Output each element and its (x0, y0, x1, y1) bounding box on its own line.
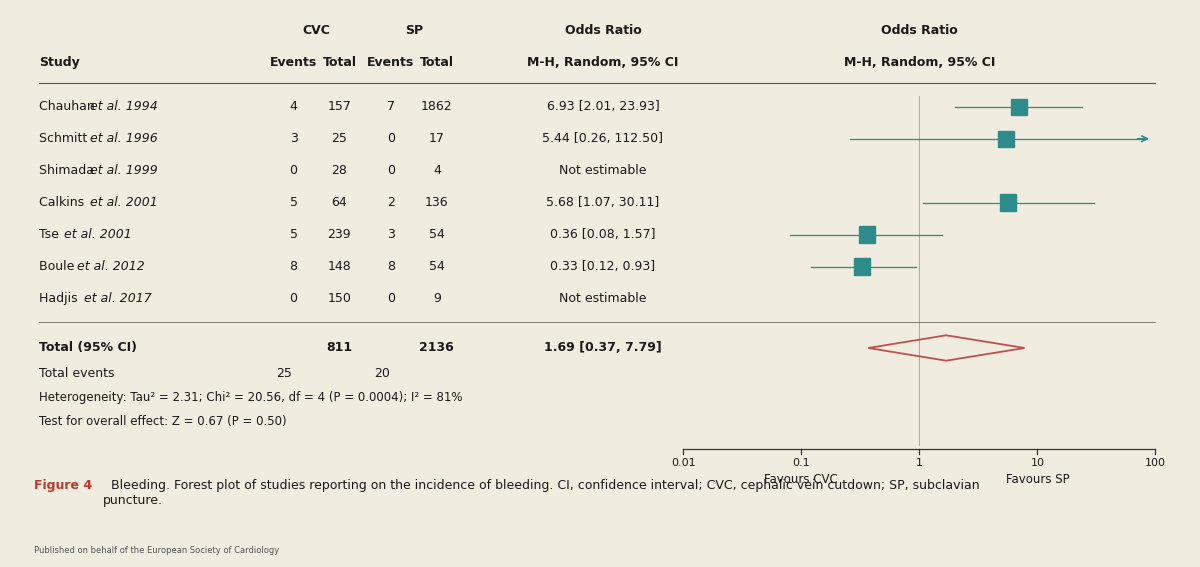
Text: 5: 5 (289, 228, 298, 241)
Text: M-H, Random, 95% CI: M-H, Random, 95% CI (527, 56, 679, 69)
Text: 6.93 [2.01, 23.93]: 6.93 [2.01, 23.93] (547, 100, 659, 113)
Text: Not estimable: Not estimable (559, 164, 647, 177)
Text: 0.01: 0.01 (671, 458, 696, 468)
Text: 1.69 [0.37, 7.79]: 1.69 [0.37, 7.79] (544, 341, 662, 354)
Text: Heterogeneity: Tau² = 2.31; Chi² = 20.56, df = 4 (P = 0.0004); I² = 81%: Heterogeneity: Tau² = 2.31; Chi² = 20.56… (40, 391, 463, 404)
Text: Figure 4: Figure 4 (34, 479, 91, 492)
Text: SP: SP (404, 24, 422, 37)
Text: Total: Total (420, 56, 454, 69)
Text: 811: 811 (326, 341, 353, 354)
Text: Tse: Tse (40, 228, 64, 241)
Text: Total: Total (323, 56, 356, 69)
Text: Shimada: Shimada (40, 164, 98, 177)
Text: et al. 1994: et al. 1994 (90, 100, 158, 113)
Text: 4: 4 (433, 164, 440, 177)
Text: 5: 5 (289, 196, 298, 209)
Text: 136: 136 (425, 196, 449, 209)
Text: M-H, Random, 95% CI: M-H, Random, 95% CI (844, 56, 995, 69)
Text: 3: 3 (289, 132, 298, 145)
Text: Bleeding. Forest plot of studies reporting on the incidence of bleeding. CI, con: Bleeding. Forest plot of studies reporti… (103, 479, 980, 507)
Text: Events: Events (367, 56, 415, 69)
Text: Hadjis: Hadjis (40, 292, 82, 305)
Text: Schmitt: Schmitt (40, 132, 91, 145)
Text: et al. 2017: et al. 2017 (84, 292, 151, 305)
Text: Odds Ratio: Odds Ratio (881, 24, 958, 37)
Text: Total events: Total events (40, 367, 115, 380)
Text: CVC: CVC (302, 24, 330, 37)
Text: Events: Events (270, 56, 317, 69)
Text: 5.44 [0.26, 112.50]: 5.44 [0.26, 112.50] (542, 132, 664, 145)
Text: 100: 100 (1145, 458, 1166, 468)
Text: 1: 1 (916, 458, 923, 468)
Text: 0.33 [0.12, 0.93]: 0.33 [0.12, 0.93] (551, 260, 655, 273)
Text: Boule: Boule (40, 260, 78, 273)
Text: 25: 25 (331, 132, 347, 145)
Bar (854, 259, 870, 274)
Text: 7: 7 (386, 100, 395, 113)
Text: Published on behalf of the European Society of Cardiology: Published on behalf of the European Soci… (34, 545, 278, 555)
Text: 8: 8 (386, 260, 395, 273)
Text: 239: 239 (328, 228, 352, 241)
Text: 1862: 1862 (421, 100, 452, 113)
Text: et al. 2001: et al. 2001 (90, 196, 158, 209)
Bar (1001, 194, 1016, 211)
Text: Study: Study (40, 56, 80, 69)
Bar (1010, 99, 1026, 115)
Text: 0: 0 (386, 164, 395, 177)
Text: Not estimable: Not estimable (559, 292, 647, 305)
Text: 10: 10 (1031, 458, 1044, 468)
Text: 28: 28 (331, 164, 347, 177)
Text: 64: 64 (331, 196, 347, 209)
Text: 0: 0 (289, 292, 298, 305)
Text: et al. 2012: et al. 2012 (77, 260, 145, 273)
Text: 4: 4 (289, 100, 298, 113)
Text: Favours SP: Favours SP (1006, 473, 1069, 486)
Text: 20: 20 (374, 367, 390, 380)
Text: 2: 2 (388, 196, 395, 209)
Text: 5.68 [1.07, 30.11]: 5.68 [1.07, 30.11] (546, 196, 660, 209)
Text: 0: 0 (289, 164, 298, 177)
Text: 157: 157 (328, 100, 352, 113)
Text: 150: 150 (328, 292, 352, 305)
Text: 54: 54 (428, 260, 445, 273)
Text: et al. 2001: et al. 2001 (64, 228, 132, 241)
Text: et al. 1999: et al. 1999 (90, 164, 158, 177)
Text: 0.36 [0.08, 1.57]: 0.36 [0.08, 1.57] (551, 228, 655, 241)
Text: Chauhan: Chauhan (40, 100, 98, 113)
Text: 25: 25 (276, 367, 293, 380)
Text: Total (95% CI): Total (95% CI) (40, 341, 137, 354)
Text: 0: 0 (386, 132, 395, 145)
Text: et al. 1996: et al. 1996 (90, 132, 158, 145)
Text: Favours CVC: Favours CVC (764, 473, 838, 486)
Text: 3: 3 (388, 228, 395, 241)
Text: 148: 148 (328, 260, 352, 273)
Text: 2136: 2136 (420, 341, 455, 354)
Text: 17: 17 (428, 132, 445, 145)
Bar (859, 226, 875, 243)
Text: 0: 0 (386, 292, 395, 305)
Text: Odds Ratio: Odds Ratio (565, 24, 641, 37)
Text: 0.1: 0.1 (792, 458, 810, 468)
Text: Test for overall effect: Z = 0.67 (P = 0.50): Test for overall effect: Z = 0.67 (P = 0… (40, 415, 287, 428)
Text: 54: 54 (428, 228, 445, 241)
Text: 9: 9 (433, 292, 440, 305)
Bar (998, 130, 1014, 147)
Text: 8: 8 (289, 260, 298, 273)
Text: Calkins: Calkins (40, 196, 89, 209)
